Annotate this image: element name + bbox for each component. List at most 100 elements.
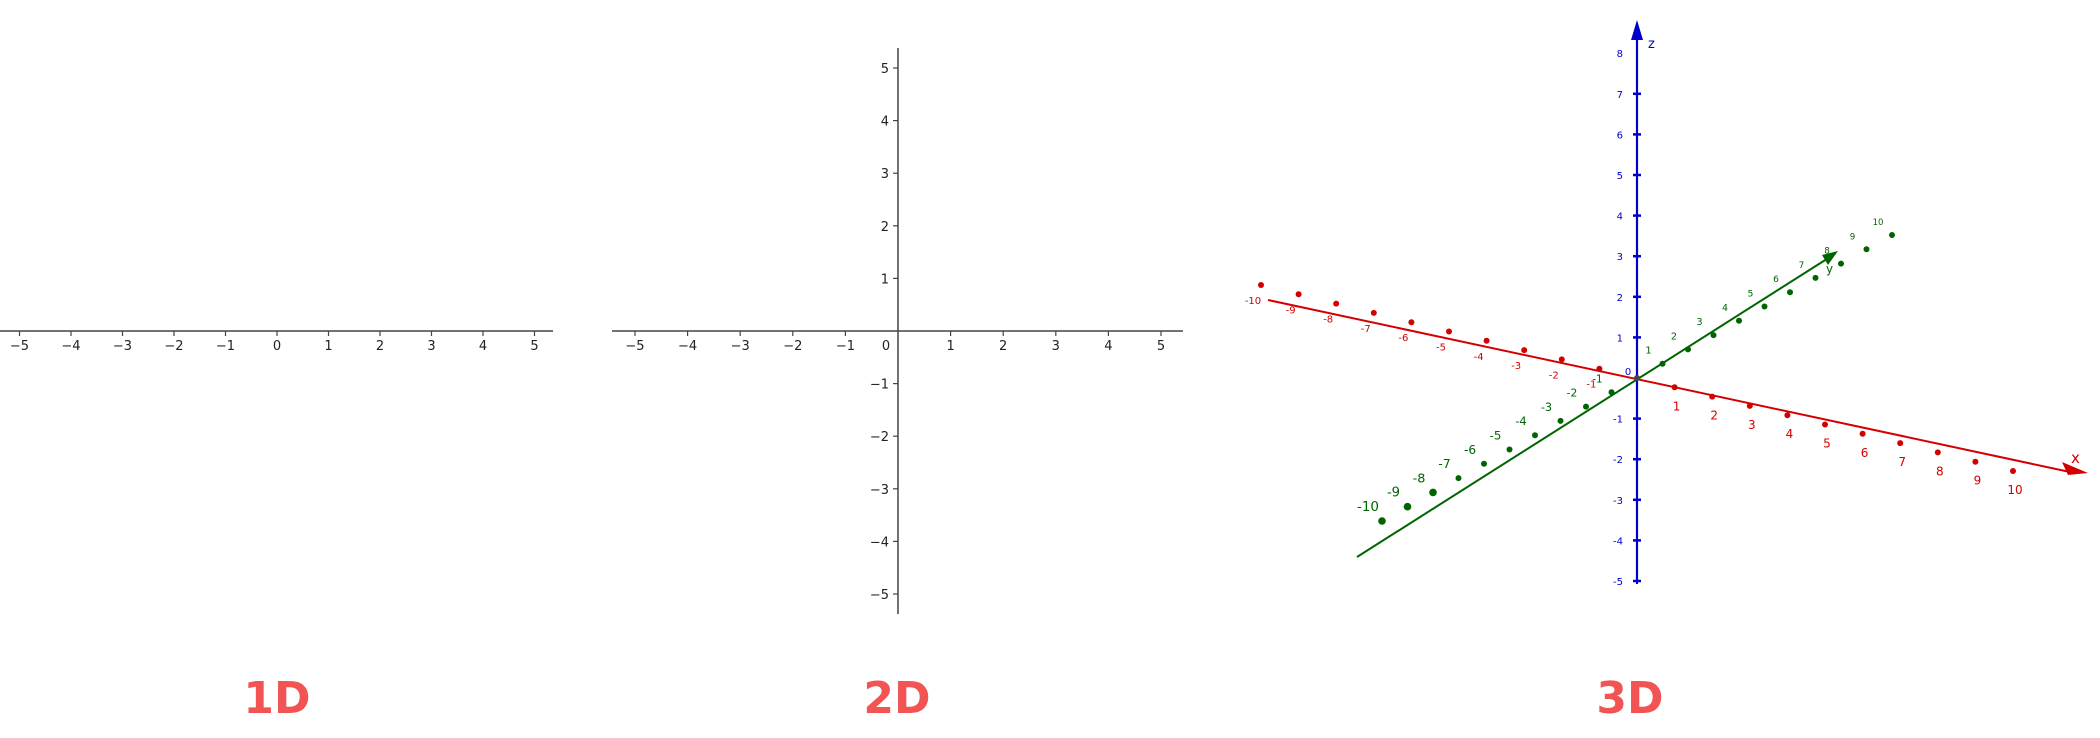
caption-2d: 2D <box>863 673 930 724</box>
x-tick-label: 1 <box>946 339 954 354</box>
y-tick-label: 8 <box>1824 247 1830 257</box>
x-tick-label: 4 <box>479 339 487 354</box>
z-tick-label: 8 <box>1617 49 1623 60</box>
y-tick-point <box>1532 432 1538 439</box>
x-tick-point <box>1295 291 1302 298</box>
x-tick-label: -1 <box>1586 380 1596 391</box>
x-tick-label: −2 <box>164 339 183 354</box>
x-tick-label: 2 <box>999 339 1007 354</box>
y-tick-label: -8 <box>1413 471 1426 486</box>
x-tick-label: −3 <box>731 339 750 354</box>
x-tick-point <box>1746 402 1753 409</box>
x-tick-label: 3 <box>1052 339 1060 354</box>
y-tick-point <box>1403 502 1412 511</box>
y-tick-point <box>1506 446 1513 453</box>
x-axis-arrowhead <box>2062 462 2088 475</box>
y-tick-point <box>1812 274 1819 281</box>
y-tick-point <box>1455 475 1462 482</box>
y-tick-label: −1 <box>870 378 889 393</box>
x-tick-label: 5 <box>1823 437 1831 451</box>
x-tick-point <box>1671 384 1678 391</box>
y-axis-label: y <box>1826 262 1833 276</box>
x-tick-point <box>1333 300 1340 307</box>
x-tick-point <box>1784 412 1791 419</box>
y-tick-point <box>1863 246 1870 253</box>
y-tick-label: -9 <box>1387 486 1400 501</box>
origin-label: 0 <box>1625 367 1631 378</box>
origin-point <box>1634 375 1640 381</box>
y-tick-label: -3 <box>1541 401 1552 414</box>
x-tick-point <box>1370 309 1377 316</box>
x-tick-point <box>1897 440 1904 447</box>
z-tick-label: -3 <box>1613 496 1623 507</box>
x-tick-point <box>1483 337 1490 344</box>
x-tick-label: 4 <box>1104 339 1112 354</box>
x-tick-label: 1 <box>324 339 332 354</box>
x-tick-label: −1 <box>836 339 855 354</box>
x-tick-point <box>1822 421 1828 428</box>
z-tick-label: -1 <box>1613 415 1623 426</box>
y-tick-label: 3 <box>881 167 889 182</box>
panel-3d: x-10-9-8-7-6-5-4-3-2-112345678910y-10-9-… <box>1245 20 2088 588</box>
x-tick-point <box>1558 356 1565 363</box>
x-tick-label: 4 <box>1786 427 1794 441</box>
z-tick-label: 2 <box>1617 293 1623 304</box>
x-tick-label: 10 <box>2007 483 2022 497</box>
x-tick-point <box>1596 365 1603 372</box>
x-tick-label: 3 <box>427 339 435 354</box>
x-tick-label: -10 <box>1245 296 1261 307</box>
y-tick-label: -10 <box>1357 499 1379 515</box>
x-tick-point <box>1859 430 1866 437</box>
x-tick-label: −2 <box>783 339 802 354</box>
panel-2d: −5 −4 −3 −2 −1 0 1 2 3 4 5 5 4 3 2 1 −1 −2 −3 −4 −5 <box>612 48 1183 614</box>
x-tick-label: -7 <box>1361 324 1371 335</box>
y-tick-label: -5 <box>1490 429 1502 443</box>
x-tick-point <box>1709 393 1716 400</box>
y-tick-label: −3 <box>870 483 889 498</box>
z-tick-label: 5 <box>1617 171 1623 182</box>
x-tick-label: -5 <box>1436 343 1446 354</box>
x-tick-label: 2 <box>376 339 384 354</box>
z-tick-label: 1 <box>1617 333 1623 344</box>
x-tick-label: 3 <box>1748 418 1756 432</box>
y-tick-label: 2 <box>1671 331 1677 342</box>
x-tick-label: 2 <box>1710 409 1718 423</box>
caption-3d: 3D <box>1596 673 1663 724</box>
y-tick-label: -7 <box>1438 456 1450 471</box>
x-tick-point <box>1408 319 1415 326</box>
y-tick-label: −4 <box>870 535 889 550</box>
x-tick-point <box>1934 449 1941 456</box>
x-tick-label: -9 <box>1286 305 1296 316</box>
y-tick-label: 5 <box>1748 289 1754 300</box>
y-tick-label: 1 <box>1645 346 1651 357</box>
x-tick-label: 5 <box>530 339 538 354</box>
x-tick-label: 9 <box>1974 474 1982 488</box>
y-tick-label: 2 <box>881 220 889 235</box>
x-tick-label: −1 <box>216 339 235 354</box>
y-tick-point <box>1659 360 1666 367</box>
y-axis-line <box>1356 256 1831 558</box>
y-tick-label: -1 <box>1592 373 1602 385</box>
x-tick-label: -2 <box>1549 370 1559 381</box>
y-tick-label: 9 <box>1850 232 1856 242</box>
y-tick-point <box>1608 389 1615 396</box>
x-tick-label: −5 <box>625 339 644 354</box>
x-tick-label: -3 <box>1511 361 1521 372</box>
z-tick-label: -2 <box>1613 455 1623 466</box>
z-tick-label: -4 <box>1613 536 1623 547</box>
y-tick-label: 3 <box>1696 317 1702 328</box>
x-tick-label: 6 <box>1861 446 1869 460</box>
y-tick-point <box>1838 260 1844 267</box>
x-tick-label: −4 <box>61 339 80 354</box>
y-tick-point <box>1710 332 1717 339</box>
x-tick-label: 5 <box>1157 339 1165 354</box>
y-tick-label: 4 <box>1722 303 1728 314</box>
x-tick-label: −3 <box>113 339 132 354</box>
y-tick-point <box>1761 303 1768 310</box>
y-tick-point <box>1429 488 1437 497</box>
x-tick-label: −4 <box>678 339 697 354</box>
z-tick-label: 4 <box>1617 212 1623 223</box>
x-axis-label: x <box>2071 449 2080 467</box>
x-tick-label: 8 <box>1936 464 1944 478</box>
